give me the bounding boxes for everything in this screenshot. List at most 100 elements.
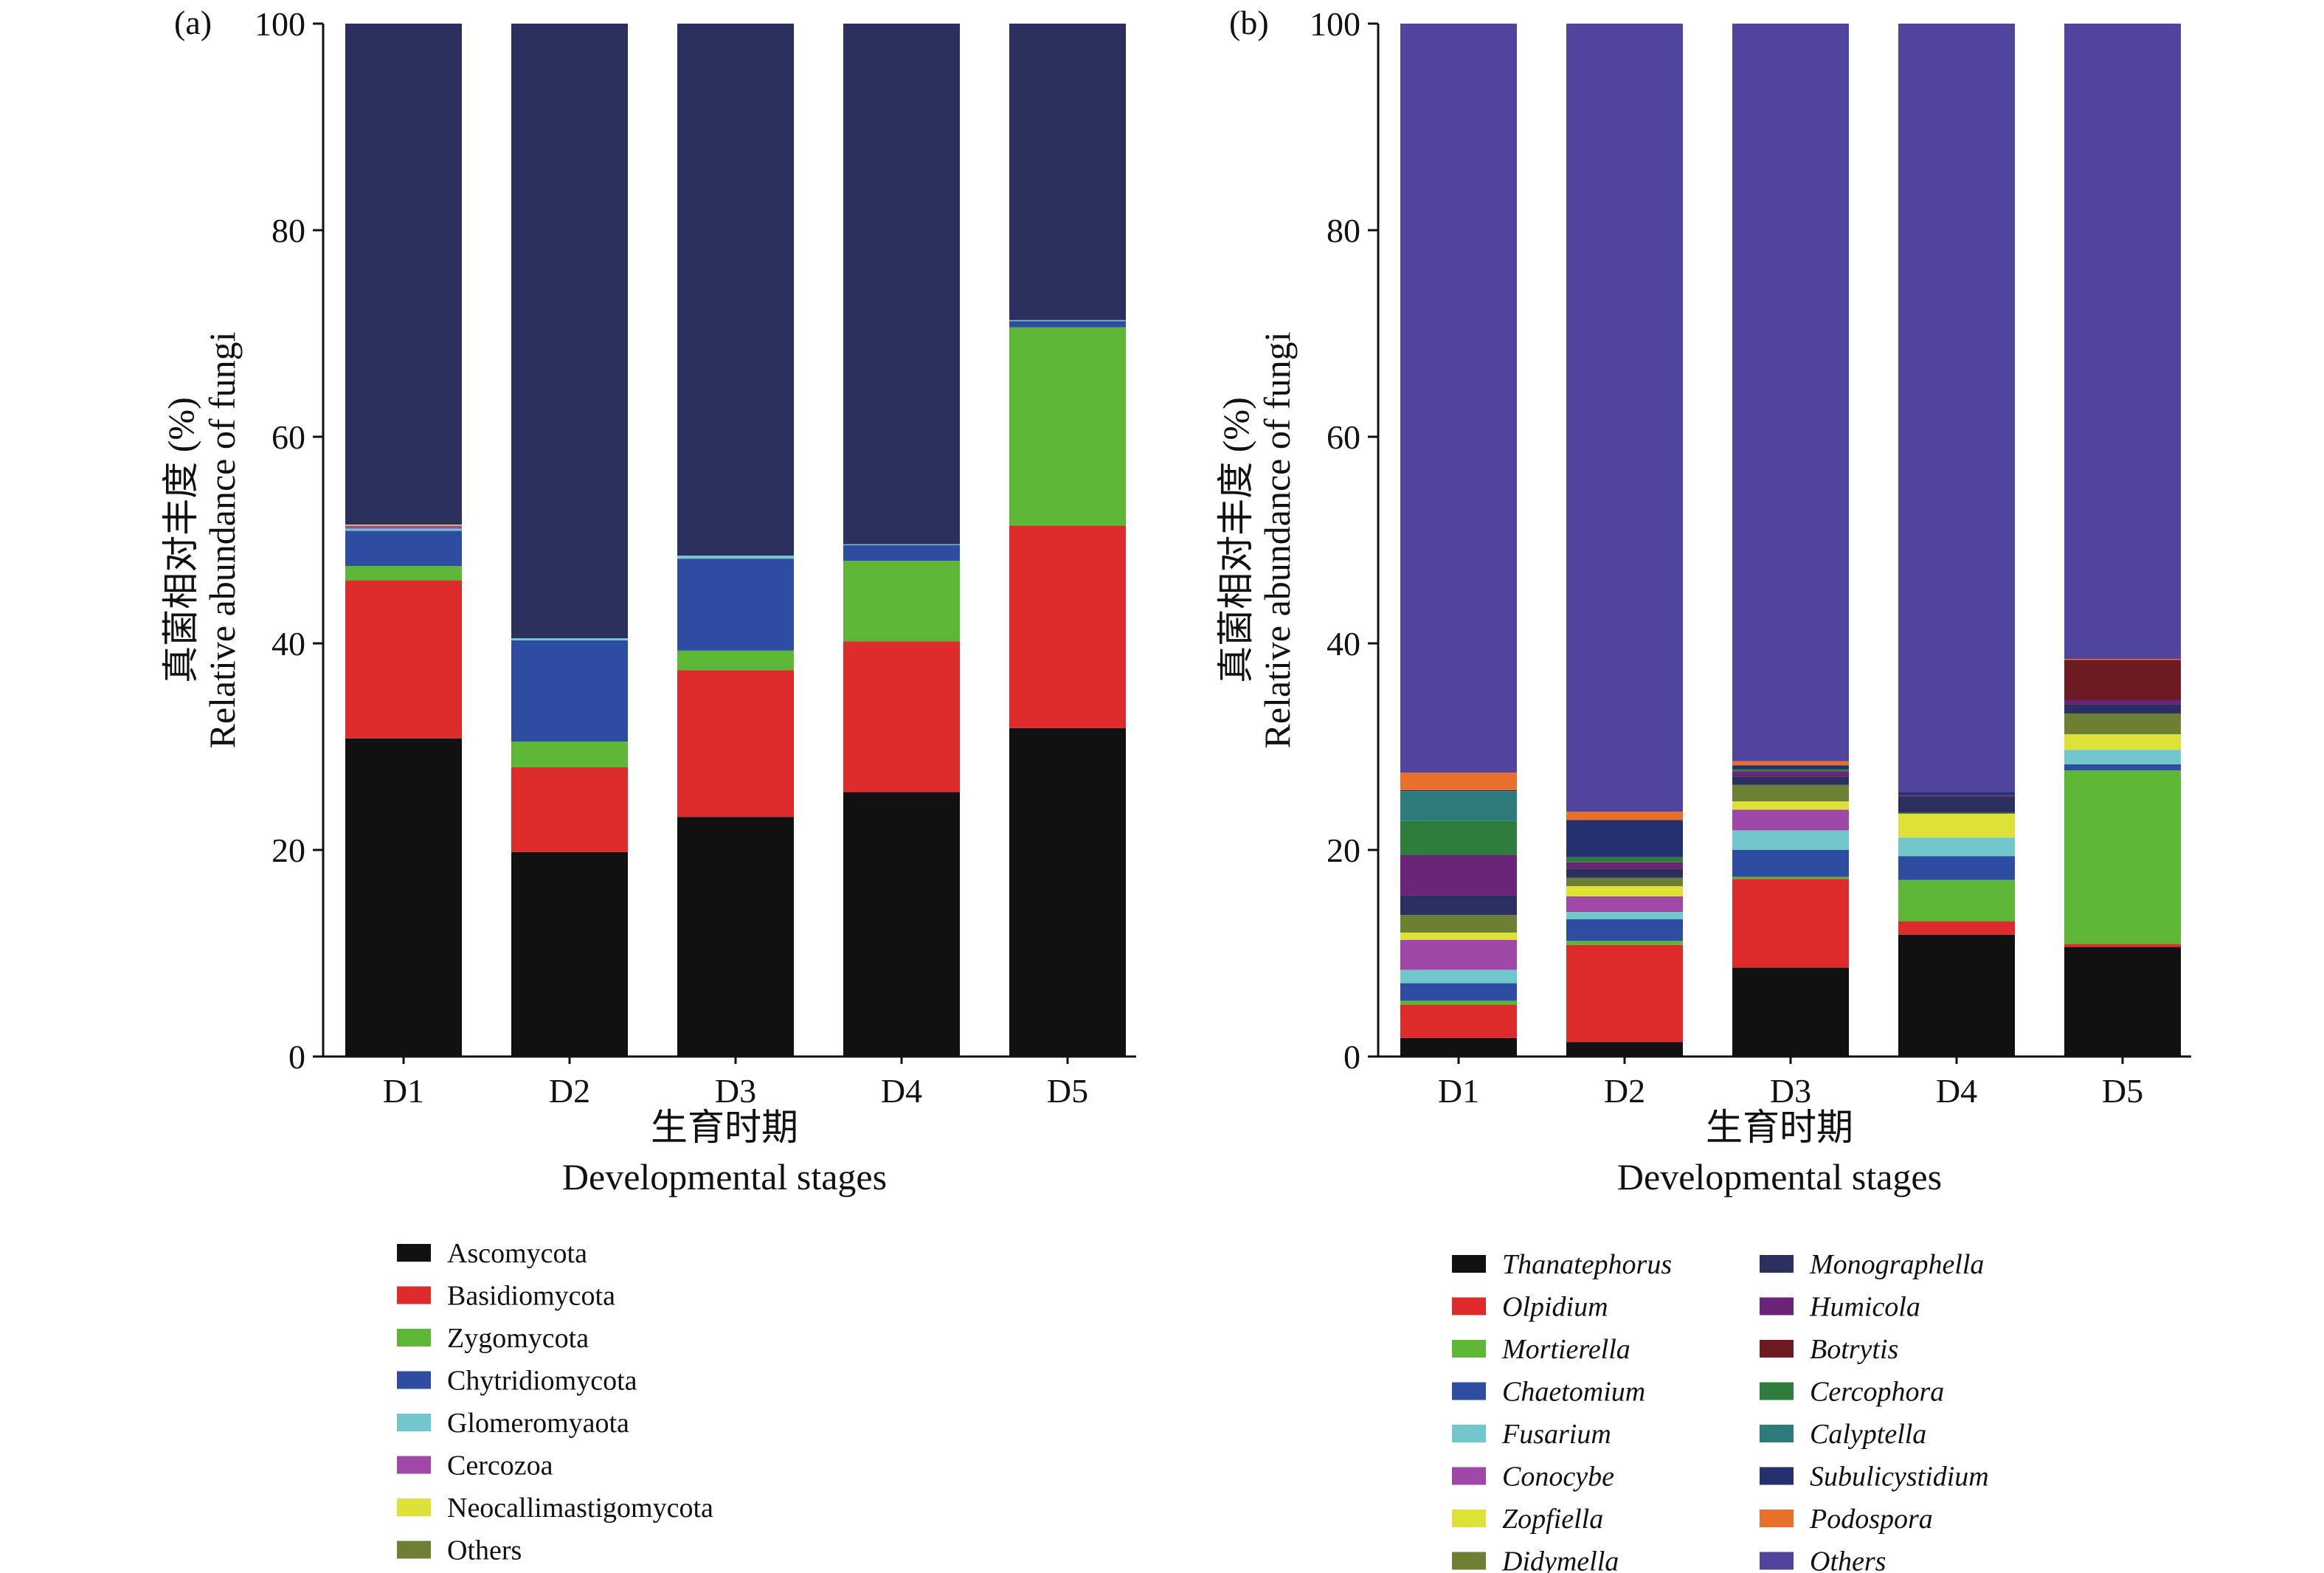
y-axis-label-en: Relative abundance of fungi: [201, 331, 243, 748]
bar-segment-d3-3: [677, 559, 794, 651]
bar-segment-d4-15: [1898, 24, 2015, 792]
bar-segment-d3-8: [1732, 776, 1849, 785]
bar-segment-d5-3: [1009, 321, 1126, 328]
legend-swatch-9: [1760, 1297, 1794, 1316]
bar-segment-d3-2: [677, 650, 794, 671]
bar-segment-d3-14: [1732, 761, 1849, 766]
legend-swatch-8: [1760, 1255, 1794, 1273]
bar-segment-d3-4: [677, 556, 794, 559]
bar-segment-d4-3: [1898, 856, 2015, 880]
bar-segment-d2-8: [1566, 868, 1683, 878]
legend-label-0: Ascomycota: [447, 1238, 587, 1269]
legend-label-2: Mortierella: [1501, 1334, 1630, 1365]
bar-segment-d4-0: [1898, 934, 2015, 1057]
bar-segment-d1-2: [345, 566, 462, 581]
legend-swatch-15: [1760, 1552, 1794, 1570]
y-axis-label-en: Relative abundance of fungi: [1256, 331, 1298, 748]
legend-swatch-0: [397, 1244, 431, 1262]
bar-segment-d3-3: [1732, 850, 1849, 877]
legend-label-15: Others: [1810, 1546, 1886, 1573]
bar-segment-d3-1: [1732, 879, 1849, 968]
bar-segment-d2-4: [511, 638, 628, 640]
legend-swatch-14: [1760, 1510, 1794, 1527]
legend-label-7: Didymella: [1501, 1546, 1619, 1573]
bar-segment-d3-11: [1732, 769, 1849, 772]
bar-segment-d2-9: [1566, 862, 1683, 869]
bar-segment-d1-2: [1400, 1000, 1517, 1005]
bar-segment-d5-8: [1009, 24, 1126, 320]
bar-segment-d1-5: [345, 525, 462, 529]
bar-segment-d1-1: [345, 580, 462, 739]
bar-segment-d2-2: [1566, 941, 1683, 945]
legend-label-2: Zygomycota: [447, 1323, 589, 1354]
bar-segment-d2-13: [1566, 820, 1683, 857]
bar-segment-d5-2: [1009, 327, 1126, 526]
legend-swatch-2: [1452, 1340, 1486, 1358]
legend-swatch-7: [1452, 1552, 1486, 1570]
bar-segment-d1-9: [1400, 855, 1517, 896]
bar-segment-d4-6: [1898, 814, 2015, 838]
legend-label-1: Olpidium: [1502, 1292, 1608, 1323]
bar-segment-d3-5: [1732, 809, 1849, 831]
chart-panel-b: D1 D2 D3 D4 D5 0 20 40 60 80 100 (b) 真菌相对丰度 (%) Relat…: [1215, 4, 2191, 1573]
legend-swatch-13: [1760, 1467, 1794, 1485]
bar-segment-d5-3: [2064, 764, 2181, 771]
y-axis-label-cn: 真菌相对丰度 (%): [160, 397, 201, 682]
bar-segment-d1-15: [1400, 24, 1517, 772]
bar-segment-d3-9: [1732, 771, 1849, 777]
bar-segment-d5-0: [1009, 727, 1126, 1057]
bar-segment-d3-4: [1732, 830, 1849, 850]
legend-label-7: Others: [447, 1535, 522, 1566]
legend-label-11: Cercophora: [1810, 1377, 1944, 1408]
legend-swatch-1: [397, 1286, 431, 1304]
y-tick-label-0: 0: [288, 1038, 305, 1076]
y-tick-label-0: 0: [1343, 1038, 1360, 1076]
bar-segment-d3-8: [677, 24, 794, 556]
x-tick-label-d5: D5: [1047, 1072, 1088, 1110]
bar-segment-d2-5: [1566, 896, 1683, 912]
legend-label-14: Podospora: [1809, 1504, 1933, 1535]
bar-segment-d5-0: [2064, 947, 2181, 1057]
legend-swatch-2: [397, 1329, 431, 1346]
legend-swatch-7: [397, 1541, 431, 1559]
bar-segment-d4-4: [843, 544, 960, 545]
bar-segment-d3-13: [1732, 765, 1849, 770]
bar-segment-d1-3: [345, 530, 462, 566]
legend-label-6: Neocallimastigomycota: [447, 1493, 713, 1524]
legend-label-4: Fusarium: [1501, 1419, 1611, 1450]
bar-segment-d3-7: [1732, 784, 1849, 802]
legend-label-3: Chytridiomycota: [447, 1366, 637, 1397]
bar-segment-d4-13: [1898, 792, 2015, 795]
bar-segment-d4-4: [1898, 837, 2015, 857]
bar-segment-d5-4: [1009, 319, 1126, 322]
legend-label-13: Subulicystidium: [1810, 1462, 1989, 1493]
bar-segment-d2-4: [1566, 912, 1683, 919]
bar-segment-d2-2: [511, 741, 628, 767]
legend-swatch-4: [1452, 1425, 1486, 1442]
legend-label-5: Cercozoa: [447, 1451, 553, 1482]
x-tick-label-d2: D2: [549, 1072, 590, 1110]
y-tick-label-80: 80: [272, 212, 305, 249]
bar-segment-d2-7: [1566, 877, 1683, 886]
bar-segment-d5-6: [2064, 734, 2181, 750]
legend-swatch-3: [1452, 1382, 1486, 1400]
x-tick-label-d1: D1: [1438, 1072, 1479, 1110]
legend-swatch-10: [1760, 1340, 1794, 1358]
bar-segment-d1-1: [1400, 1005, 1517, 1038]
bar-segment-d5-9: [2064, 700, 2181, 705]
x-tick-label-d4: D4: [1936, 1072, 1977, 1110]
y-tick-label-80: 80: [1327, 212, 1360, 249]
legend-swatch-6: [1452, 1510, 1486, 1527]
legend-swatch-4: [397, 1414, 431, 1431]
x-axis-label-cn: 生育时期: [651, 1107, 798, 1148]
bar-segment-d1-7: [1400, 915, 1517, 933]
bar-segment-d1-12: [1400, 791, 1517, 821]
bar-segment-d5-14: [2064, 659, 2181, 660]
x-tick-label-d1: D1: [383, 1072, 424, 1110]
bar-segment-d1-8: [345, 24, 462, 525]
x-axis-label-en: Developmental stages: [1617, 1156, 1942, 1197]
bar-segment-d1-4: [345, 528, 462, 531]
bar-segment-d5-15: [2064, 24, 2181, 659]
y-tick-label-40: 40: [272, 625, 305, 663]
